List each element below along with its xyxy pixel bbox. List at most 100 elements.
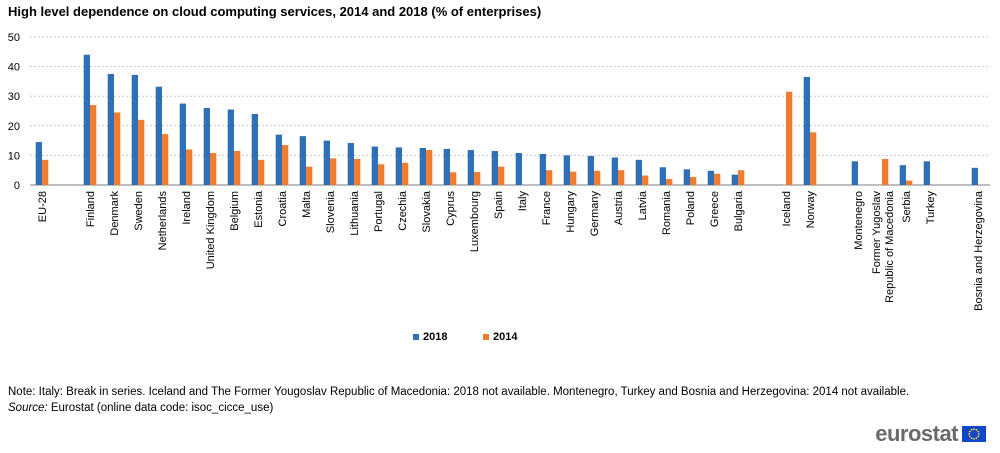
x-tick-label-line: Bulgaria: [733, 190, 745, 231]
bar-2018: [395, 147, 402, 185]
bar-2018: [203, 108, 210, 185]
x-tick-label: Greece: [709, 191, 721, 227]
x-tick-label-line: Denmark: [109, 191, 121, 236]
x-tick-label-line: Sweden: [133, 191, 145, 231]
x-tick-label: Belgium: [229, 191, 241, 231]
bar-chart: 0 10 20 30 40 50 EU-28 Finland Denmark Sweden Neth…: [8, 32, 990, 311]
x-tick-label-line: Greece: [709, 191, 721, 227]
bar-2014: [402, 162, 409, 185]
x-tick-label: EU-28: [37, 191, 49, 222]
x-tick-label-line: Lithuania: [349, 190, 361, 236]
x-tick-label: Norway: [805, 191, 817, 229]
eu-flag-icon: [962, 426, 986, 442]
x-tick-label: Latvia: [637, 190, 649, 220]
x-tick-label: Lithuania: [349, 190, 361, 236]
x-tick-label-line: Bosnia and Herzegovina: [973, 190, 985, 311]
x-tick-label: Estonia: [253, 190, 265, 228]
x-tick-label-line: Hungary: [565, 191, 577, 233]
y-tick-label: 10: [8, 150, 20, 162]
bar-2014: [570, 171, 577, 185]
bar-2018: [803, 76, 810, 185]
x-tick-label: Turkey: [925, 191, 937, 225]
bar-2018: [587, 155, 594, 185]
x-tick-label: Croatia: [277, 190, 289, 226]
bar-2014: [786, 91, 793, 185]
bar-2018: [899, 165, 906, 185]
x-tick-label-line: Iceland: [781, 191, 793, 226]
bar-2014: [882, 158, 889, 185]
bar-2014: [330, 158, 337, 185]
bar-2014: [90, 105, 97, 185]
x-tick-label-line: Italy: [517, 191, 529, 212]
legend-label-2018: 2018: [423, 331, 448, 343]
bar-2018: [107, 74, 114, 185]
chart-title: High level dependence on cloud computing…: [8, 4, 542, 19]
x-tick-label-line: Austria: [613, 190, 625, 225]
y-tick-label: 40: [8, 62, 20, 74]
x-tick-label: Montenegro: [853, 191, 865, 250]
bar-2018: [443, 148, 450, 185]
bar-2014: [234, 150, 241, 185]
bar-2018: [347, 142, 354, 185]
bar-2018: [515, 153, 522, 185]
bar-2018: [467, 150, 474, 185]
x-tick-label-line: Slovakia: [421, 190, 433, 232]
chart-note: Note: Italy: Break in series. Iceland an…: [8, 386, 910, 398]
bar-2018: [635, 159, 642, 185]
x-tick-label: Netherlands: [157, 191, 169, 251]
source-label: Source:: [8, 402, 48, 414]
bar-2018: [851, 161, 858, 185]
bar-2018: [35, 142, 42, 185]
x-tick-label-line: Ireland: [181, 191, 193, 225]
bar-2018: [611, 157, 618, 185]
bar-2018: [299, 136, 306, 185]
x-tick-label: Former YugoslavRepublic of Macedonia: [871, 190, 896, 303]
bar-2018: [179, 103, 186, 185]
x-tick-label: Ireland: [181, 191, 193, 225]
bar-2014: [138, 119, 145, 185]
x-tick-label-line: Croatia: [277, 190, 289, 226]
bar-2014: [498, 166, 505, 185]
x-tick-label: Bosnia and Herzegovina: [973, 190, 985, 311]
x-tick-label: Bulgaria: [733, 190, 745, 231]
eurostat-logo: eurostat: [875, 421, 986, 447]
x-tick-label-line: France: [541, 191, 553, 225]
x-tick-label-line: Malta: [301, 190, 313, 218]
bar-2018: [275, 134, 282, 185]
bar-2014: [378, 164, 385, 185]
x-tick-label: Romania: [661, 190, 673, 235]
x-tick-label: Portugal: [373, 191, 385, 232]
bar-2014: [186, 149, 193, 185]
x-tick-label-line: Norway: [805, 191, 817, 229]
bar-2014: [666, 179, 673, 185]
x-tick-label: Germany: [589, 191, 601, 237]
x-tick-label: Luxembourg: [469, 191, 481, 252]
bar-2018: [371, 146, 378, 185]
bar-2018: [563, 155, 570, 185]
x-tick-label: Spain: [493, 191, 505, 219]
bar-2018: [683, 169, 690, 185]
x-tick-label-line: Latvia: [637, 190, 649, 220]
x-tick-label-line: Turkey: [925, 191, 937, 225]
bar-2014: [282, 145, 289, 185]
bar-2018: [323, 140, 330, 185]
x-tick-label: Serbia: [901, 190, 913, 223]
x-tick-label-line: Serbia: [901, 190, 913, 223]
x-tick-label-line: Spain: [493, 191, 505, 219]
x-tick-label: Denmark: [109, 191, 121, 236]
bar-2014: [114, 112, 121, 185]
bar-2018: [419, 148, 426, 185]
x-tick-label-line: Belgium: [229, 191, 241, 231]
x-tick-label: Poland: [685, 191, 697, 225]
chart-source: Source: Eurostat (online data code: isoc…: [8, 402, 273, 414]
bar-2018: [731, 174, 738, 185]
bar-2018: [539, 153, 546, 185]
x-tick-label-line: Romania: [661, 190, 673, 235]
x-tick-label-line: Portugal: [373, 191, 385, 232]
legend-swatch-2014: [483, 334, 489, 340]
bar-2014: [618, 170, 625, 185]
bar-2018: [971, 167, 978, 185]
bar-2018: [707, 170, 714, 185]
x-tick-label-line: Estonia: [253, 190, 265, 228]
bar-2018: [155, 86, 162, 185]
